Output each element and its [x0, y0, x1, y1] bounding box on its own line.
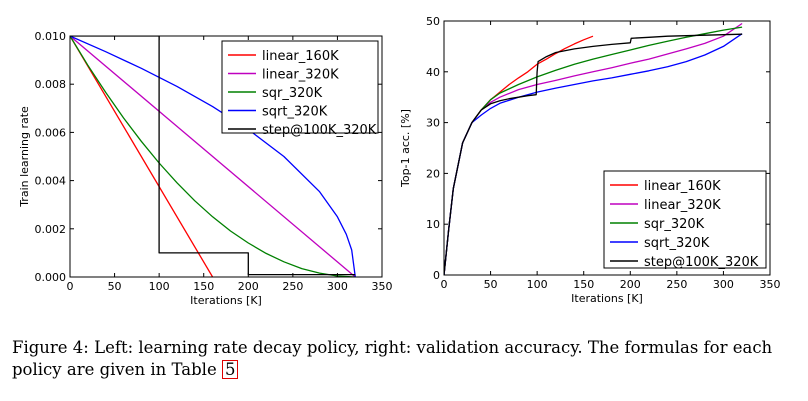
figure-caption: Figure 4: Left: learning rate decay poli… — [12, 337, 802, 381]
x-tick-label: 100 — [527, 278, 548, 291]
series-line-linear_320K — [70, 36, 356, 277]
x-tick-label: 150 — [573, 278, 594, 291]
series-line-step@100K_320K — [444, 33, 743, 275]
x-tick-label: 0 — [67, 280, 74, 293]
legend-label-sqr_320K: sqr_320K — [262, 86, 323, 101]
y-tick-label: 10 — [426, 218, 440, 231]
legend-label-sqrt_320K: sqrt_320K — [644, 236, 710, 251]
y-tick-label: 20 — [426, 167, 440, 180]
series-line-sqrt_320K — [70, 36, 356, 277]
legend-label-step@100K_320K: step@100K_320K — [262, 123, 377, 138]
legend-label-linear_320K: linear_320K — [262, 68, 339, 83]
y-tick-label: 0.006 — [35, 126, 67, 139]
x-tick-label: 200 — [620, 278, 641, 291]
y-tick-label: 30 — [426, 117, 440, 130]
y-tick-label: 0.004 — [35, 175, 67, 188]
y-tick-label: 0.002 — [35, 223, 67, 236]
legend-frame — [603, 170, 767, 269]
accuracy-chart: 0 50 100 150 200 250 300 350 0 10 20 30 40 50 Iteratio… — [399, 15, 781, 305]
y-axis-label: Train learning rate — [18, 106, 31, 208]
learning-rate-chart: 0 50 100 150 200 250 300 350 0.000 0.002 0.004 0.00… — [18, 30, 393, 307]
legend: linear_160K linear_320K sqr_320K sqrt_320Ks… — [221, 40, 379, 138]
caption-text: Figure 4: Left: learning rate decay poli… — [12, 338, 773, 379]
y-tick-label: 0.000 — [35, 271, 67, 284]
legend-frame — [221, 40, 379, 134]
x-tick-label: 50 — [484, 278, 498, 291]
series-line-linear_160K — [444, 35, 594, 275]
legend-label-linear_160K: linear_160K — [644, 179, 721, 194]
y-tick-label: 40 — [426, 66, 440, 79]
x-tick-label: 300 — [327, 280, 348, 293]
x-tick-label: 50 — [108, 280, 122, 293]
x-tick-label: 0 — [441, 278, 448, 291]
x-tick-label: 200 — [238, 280, 259, 293]
legend-label-step@100K_320K: step@100K_320K — [644, 255, 759, 270]
legend-label-linear_320K: linear_320K — [644, 198, 721, 213]
legend: linear_160K linear_320K sqr_320K sqrt_320Ks… — [603, 170, 767, 270]
x-tick-label: 350 — [760, 278, 781, 291]
x-axis-label: Iterations [K] — [571, 292, 643, 305]
x-tick-label: 100 — [149, 280, 170, 293]
x-tick-label: 250 — [666, 278, 687, 291]
legend-label-sqr_320K: sqr_320K — [644, 217, 705, 232]
y-tick-label: 0 — [433, 269, 440, 282]
y-tick-label: 50 — [426, 15, 440, 28]
series-line-step@100K_320K — [70, 36, 356, 276]
plot-area — [444, 22, 743, 275]
axes-frame — [69, 35, 383, 278]
axes-frame — [443, 20, 771, 276]
y-tick-label: 0.010 — [35, 30, 67, 43]
plot-area — [70, 36, 356, 277]
x-tick-label: 300 — [713, 278, 734, 291]
x-tick-label: 350 — [372, 280, 393, 293]
y-axis-label: Top-1 acc. [%] — [399, 109, 412, 188]
y-tick-label: 0.008 — [35, 78, 67, 91]
x-axis-label: Iterations [K] — [190, 294, 262, 307]
x-tick-label: 250 — [282, 280, 303, 293]
legend-label-sqrt_320K: sqrt_320K — [262, 105, 328, 120]
x-tick-label: 150 — [193, 280, 214, 293]
series-line-linear_160K — [70, 36, 214, 277]
series-line-sqr_320K — [70, 36, 356, 277]
legend-label-linear_160K: linear_160K — [262, 49, 339, 64]
table-reference-link[interactable]: 5 — [221, 360, 239, 379]
